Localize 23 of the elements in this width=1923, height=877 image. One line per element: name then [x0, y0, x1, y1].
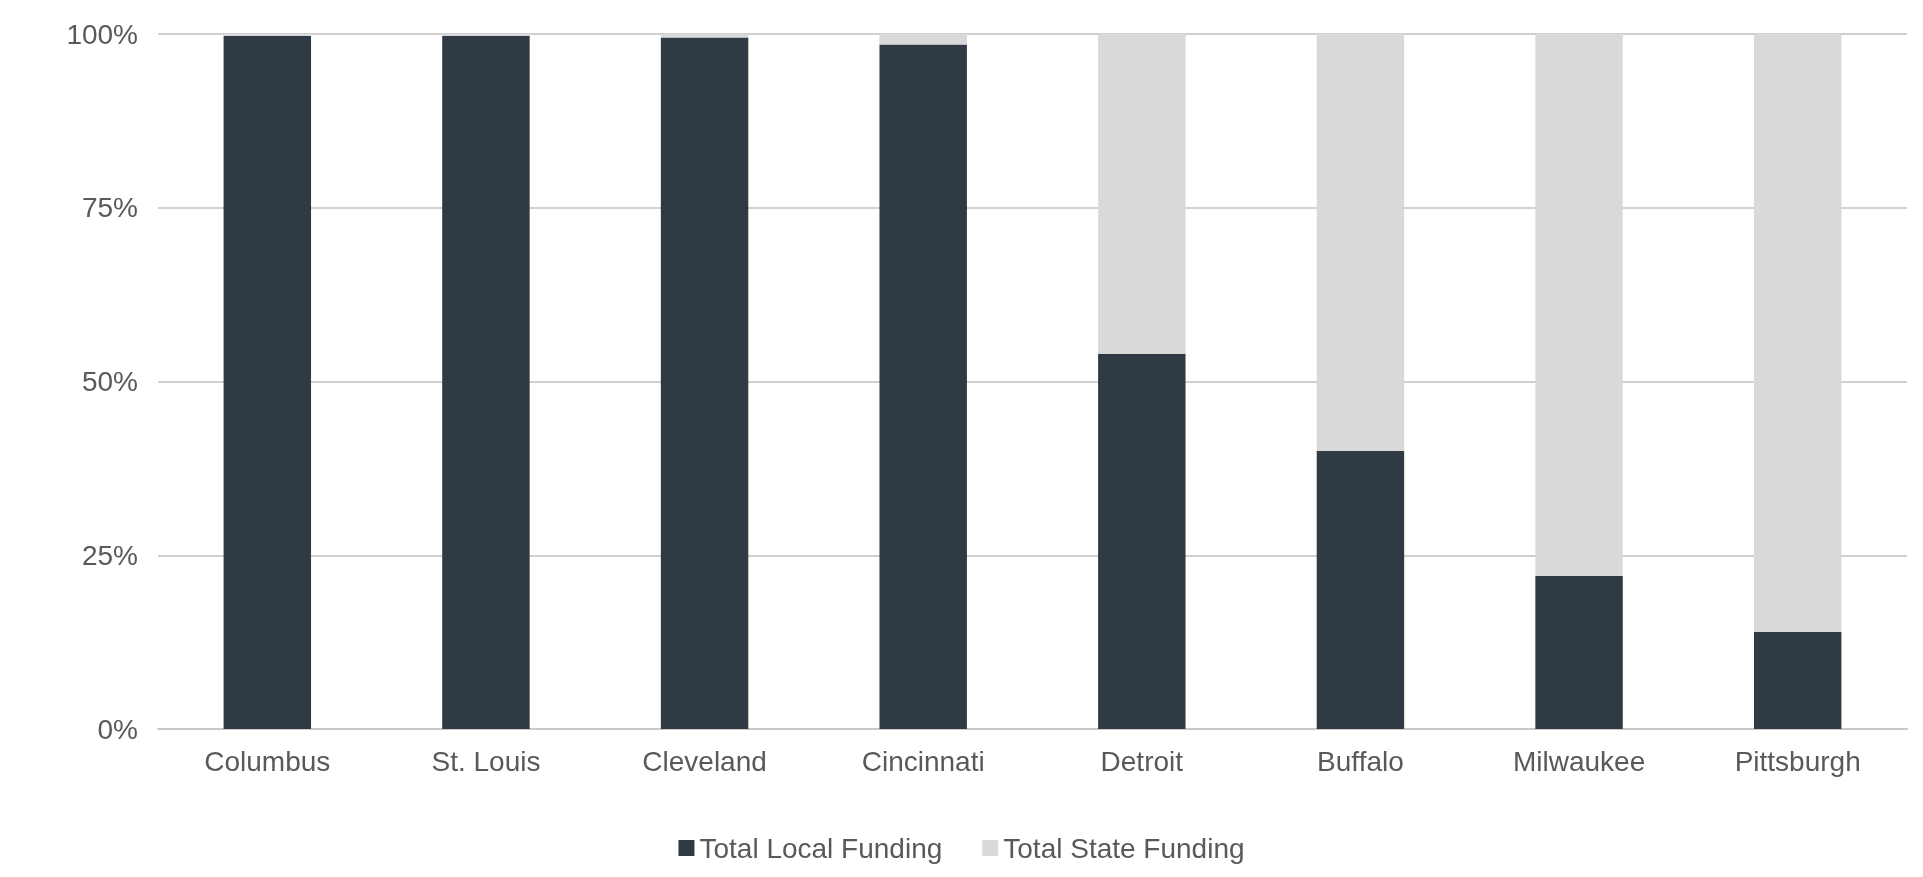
x-tick-label: Buffalo — [1317, 745, 1404, 777]
x-tick-label: Pittsburgh — [1734, 745, 1861, 777]
bar — [1535, 576, 1623, 729]
y-tick-label: 50% — [81, 366, 138, 397]
legend-label: Total Local Funding — [699, 832, 943, 864]
x-tick-label: Cincinnati — [861, 745, 985, 777]
x-tick-label: Cleveland — [642, 745, 767, 777]
x-tick-label: Detroit — [1100, 745, 1184, 777]
x-tick-label: Milwaukee — [1512, 745, 1646, 777]
bar — [1316, 451, 1405, 729]
y-tick-label: 100% — [66, 18, 138, 50]
x-tick-label: Columbus — [204, 745, 331, 777]
x-tick-label: St. Louis — [431, 745, 541, 777]
bar — [1753, 631, 1842, 729]
y-tick-label: 25% — [81, 539, 138, 571]
bar — [1098, 353, 1186, 729]
y-tick-label: 0% — [97, 713, 138, 745]
bar — [879, 44, 967, 729]
bar — [660, 37, 749, 729]
bar — [442, 36, 530, 729]
legend-label: Total State Funding — [1003, 832, 1245, 864]
bar — [223, 36, 312, 729]
y-tick-label: 75% — [81, 192, 138, 224]
